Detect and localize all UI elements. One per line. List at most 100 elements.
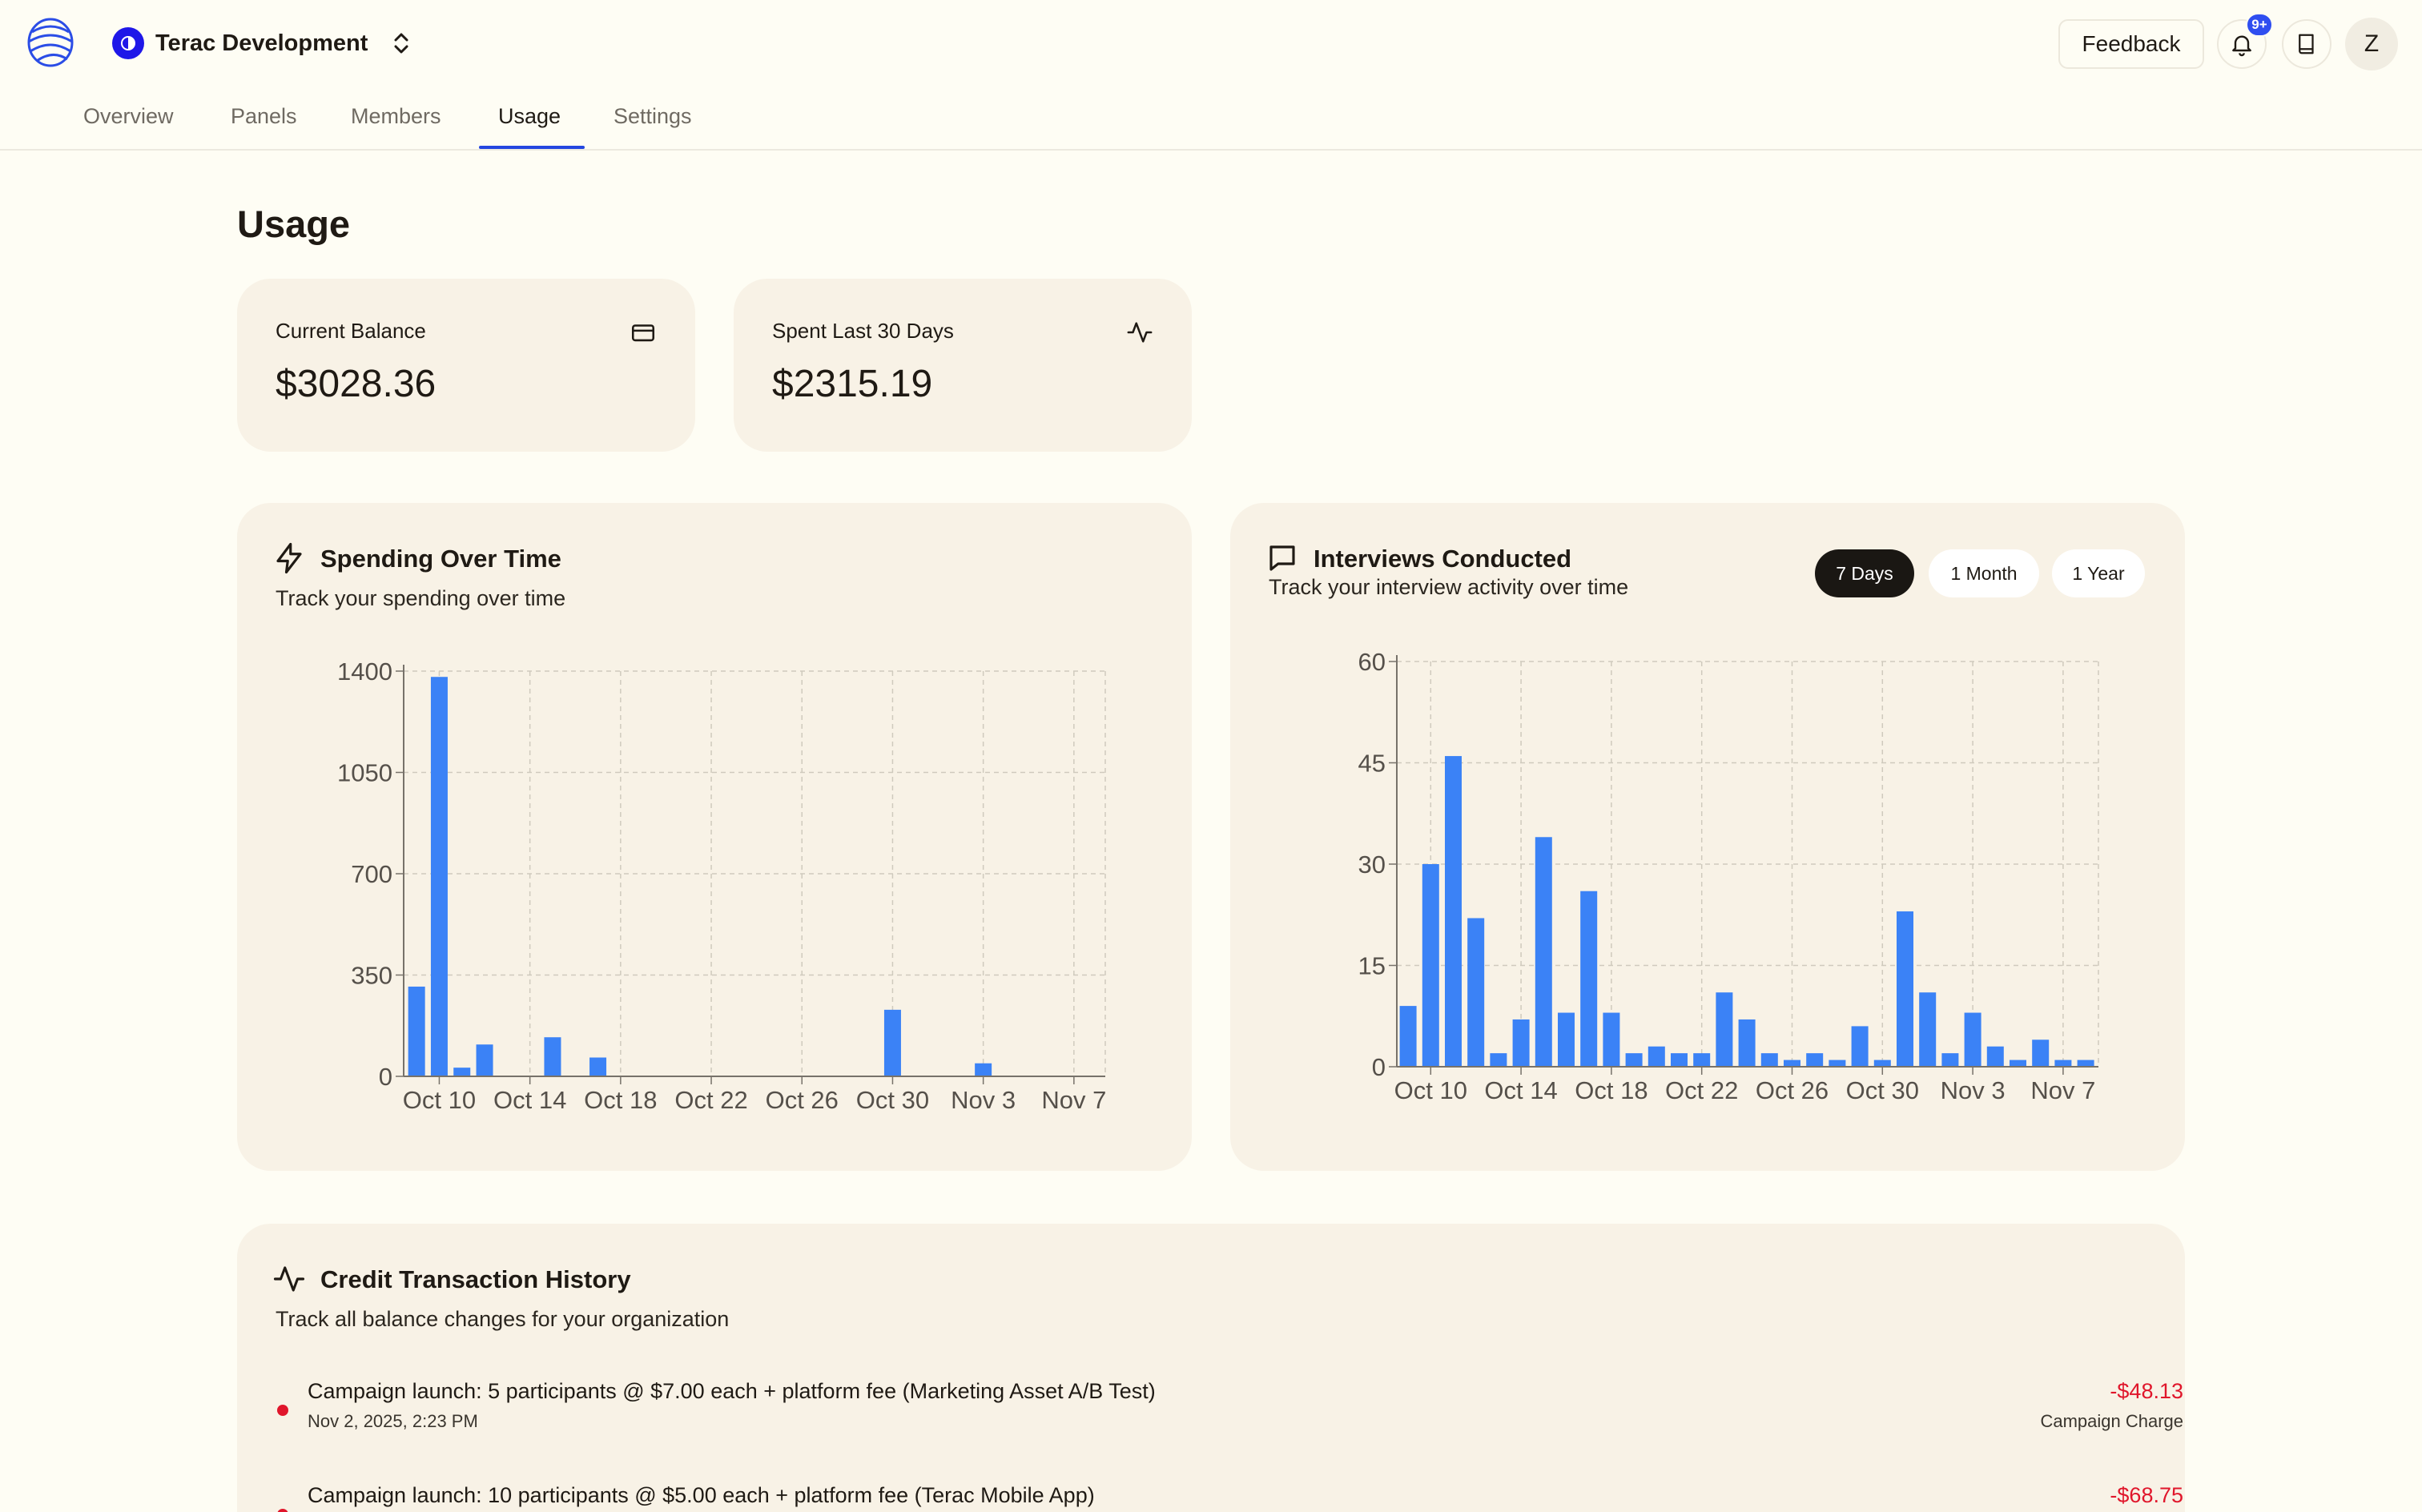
bar[interactable] — [1738, 1019, 1756, 1067]
feedback-button[interactable]: Feedback — [2058, 19, 2204, 69]
bar[interactable] — [1873, 1060, 1891, 1067]
bar[interactable] — [883, 1009, 901, 1076]
spent-last-30-days-value: $2315.19 — [772, 363, 933, 405]
y-tick-label: 350 — [351, 962, 392, 990]
bar[interactable] — [1399, 1006, 1417, 1067]
bar[interactable] — [476, 1044, 493, 1076]
bar[interactable] — [1760, 1053, 1778, 1067]
book-icon — [2299, 34, 2314, 54]
org-avatar — [112, 27, 144, 59]
bar[interactable] — [1919, 992, 1937, 1067]
interviews-bar-chart: 0 15 30 45 60 Oct 10 Oct 14 Oct 18 Oct 22 Oct 26 O… — [1358, 648, 2099, 1104]
bar[interactable] — [1625, 1053, 1643, 1067]
bar[interactable] — [1806, 1053, 1824, 1067]
tab-members[interactable]: Members — [351, 104, 441, 128]
org-logo-icon — [121, 36, 135, 50]
bar[interactable] — [2032, 1040, 2050, 1067]
credit-card-icon — [631, 324, 655, 342]
top-bar: Terac Development Feedback 9+ Z — [0, 0, 2422, 88]
bar[interactable] — [2010, 1060, 2026, 1067]
transaction-type: Campaign Charge — [2040, 1411, 2183, 1431]
docs-button[interactable] — [2282, 19, 2331, 69]
transaction-amount: -$68.75 — [2110, 1483, 2183, 1507]
chevron-up-down-icon — [394, 33, 408, 54]
current-balance-card: Current Balance $3028.36 — [237, 279, 695, 452]
transaction-row[interactable]: Campaign launch: 5 participants @ $7.00 … — [237, 1368, 2183, 1472]
interviews-card-subtitle: Track your interview activity over time — [1269, 575, 1629, 599]
notification-badge: 9+ — [2246, 13, 2273, 37]
user-avatar-button[interactable]: Z — [2345, 18, 2398, 70]
spending-over-time-card: Spending Over Time Track your spending o… — [237, 503, 1192, 1171]
bar[interactable] — [1829, 1060, 1846, 1067]
bar[interactable] — [1671, 1053, 1688, 1067]
y-tick-label: 15 — [1358, 952, 1386, 980]
bar[interactable] — [2054, 1060, 2072, 1067]
bar[interactable] — [1693, 1053, 1711, 1067]
bar[interactable] — [1422, 864, 1439, 1067]
y-tick-label: 0 — [1372, 1053, 1386, 1081]
bar[interactable] — [1648, 1046, 1665, 1067]
spent-last-30-days-label: Spent Last 30 Days — [772, 319, 954, 343]
transactions-card-subtitle: Track all balance changes for your organ… — [276, 1307, 730, 1331]
spent-last-30-days-card: Spent Last 30 Days $2315.19 — [734, 279, 1192, 452]
bar[interactable] — [2077, 1060, 2094, 1067]
x-tick-label: Nov 3 — [1941, 1076, 2006, 1104]
org-switcher[interactable]: Terac Development — [112, 24, 412, 62]
debit-status-dot — [277, 1509, 288, 1512]
x-tick-label: Nov 7 — [1041, 1086, 1106, 1114]
bar[interactable] — [1467, 918, 1485, 1067]
transaction-description: Campaign launch: 10 participants @ $5.00… — [308, 1483, 1095, 1507]
y-tick-label: 45 — [1358, 750, 1386, 778]
x-tick-label: Oct 18 — [584, 1086, 657, 1114]
x-tick-label: Oct 26 — [1756, 1076, 1829, 1104]
bar[interactable] — [1535, 837, 1552, 1067]
transaction-row[interactable]: Campaign launch: 10 participants @ $5.00… — [237, 1472, 2183, 1512]
y-tick-label: 1050 — [337, 759, 392, 787]
bar[interactable] — [1784, 1060, 1800, 1067]
tab-settings[interactable]: Settings — [614, 104, 692, 128]
spending-card-subtitle: Track your spending over time — [276, 586, 566, 610]
bar[interactable] — [408, 986, 425, 1076]
bar[interactable] — [1558, 1012, 1575, 1067]
y-tick-label: 30 — [1358, 850, 1386, 879]
bar[interactable] — [1941, 1053, 1959, 1067]
y-tick-label: 1400 — [337, 657, 392, 686]
bar[interactable] — [1580, 891, 1598, 1067]
transaction-list: Campaign launch: 5 participants @ $7.00 … — [237, 1368, 2183, 1512]
bar[interactable] — [430, 677, 448, 1076]
range-1-month-button[interactable]: 1 Month — [1929, 549, 2039, 597]
bar[interactable] — [1603, 1012, 1620, 1067]
current-balance-value: $3028.36 — [276, 363, 437, 405]
x-tick-label: Oct 10 — [403, 1086, 476, 1114]
spending-card-title: Spending Over Time — [320, 545, 561, 573]
bar[interactable] — [1897, 911, 1913, 1067]
debit-status-dot — [277, 1405, 288, 1416]
y-tick-label: 0 — [379, 1063, 392, 1091]
bar[interactable] — [975, 1063, 992, 1076]
activity-icon — [1127, 322, 1153, 343]
range-7-days-button[interactable]: 7 Days — [1815, 549, 1914, 597]
bar[interactable] — [453, 1068, 471, 1076]
bar[interactable] — [589, 1057, 607, 1076]
credit-transaction-history-card: Credit Transaction History Track all bal… — [237, 1224, 2185, 1512]
bar[interactable] — [1490, 1053, 1507, 1067]
x-tick-label: Oct 26 — [766, 1086, 839, 1114]
tab-overview[interactable]: Overview — [83, 104, 174, 128]
terac-logo-icon[interactable] — [24, 14, 77, 70]
bar[interactable] — [1851, 1026, 1869, 1067]
bar[interactable] — [544, 1037, 561, 1076]
spending-bar-chart: 0 350 700 1050 1400 Oct 10 Oct 14 Oct 18 Oct 22 O… — [337, 657, 1106, 1114]
lightning-icon — [276, 542, 302, 574]
tab-panels[interactable]: Panels — [231, 104, 297, 128]
range-1-year-button[interactable]: 1 Year — [2052, 549, 2145, 597]
bar[interactable] — [1964, 1012, 1981, 1067]
activity-icon — [273, 1266, 305, 1292]
y-tick-label: 60 — [1358, 648, 1386, 676]
nav-tabs: Overview Panels Members Usage Settings — [0, 94, 2422, 151]
bar[interactable] — [1512, 1019, 1530, 1067]
bar[interactable] — [1716, 992, 1733, 1067]
tab-usage[interactable]: Usage — [498, 104, 561, 128]
bar[interactable] — [1986, 1046, 2004, 1067]
bar[interactable] — [1445, 756, 1462, 1067]
